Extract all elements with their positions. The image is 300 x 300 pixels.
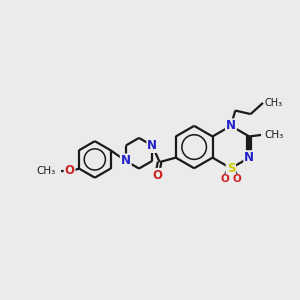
Text: CH₃: CH₃: [265, 130, 284, 140]
Text: N: N: [226, 119, 236, 132]
Text: N: N: [244, 151, 254, 164]
Text: CH₃: CH₃: [37, 166, 56, 176]
Text: N: N: [147, 139, 157, 152]
Text: N: N: [121, 154, 131, 167]
Text: CH₃: CH₃: [264, 98, 282, 108]
Text: S: S: [226, 162, 235, 175]
Text: O: O: [152, 169, 162, 182]
Text: O: O: [220, 174, 229, 184]
Text: O: O: [233, 174, 242, 184]
Text: O: O: [64, 164, 75, 177]
